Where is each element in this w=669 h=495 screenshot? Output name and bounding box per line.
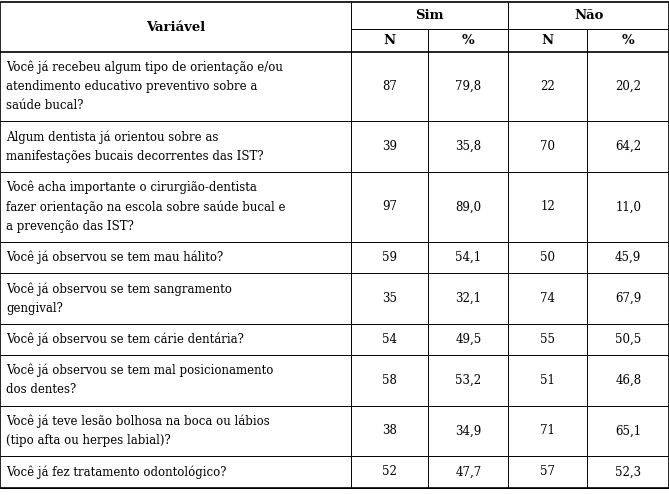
Text: 53,2: 53,2 xyxy=(455,374,482,387)
Text: 54: 54 xyxy=(382,333,397,346)
Text: 54,1: 54,1 xyxy=(455,251,482,264)
Text: 35: 35 xyxy=(382,292,397,305)
Text: manifestações bucais decorrentes das IST?: manifestações bucais decorrentes das IST… xyxy=(6,150,264,163)
Text: 64,2: 64,2 xyxy=(615,140,642,153)
Text: 89,0: 89,0 xyxy=(455,200,482,213)
Text: 51: 51 xyxy=(541,374,555,387)
Text: %: % xyxy=(622,34,635,47)
Text: 52: 52 xyxy=(382,465,397,478)
Text: Algum dentista já orientou sobre as: Algum dentista já orientou sobre as xyxy=(6,130,218,144)
Text: 59: 59 xyxy=(382,251,397,264)
Text: N: N xyxy=(542,34,554,47)
Text: 20,2: 20,2 xyxy=(615,80,641,93)
Text: 65,1: 65,1 xyxy=(615,424,642,438)
Text: a prevenção das IST?: a prevenção das IST? xyxy=(6,220,134,233)
Text: Sim: Sim xyxy=(415,9,444,22)
Text: 97: 97 xyxy=(382,200,397,213)
Text: Variável: Variável xyxy=(146,20,205,34)
Text: fazer orientação na escola sobre saúde bucal e: fazer orientação na escola sobre saúde b… xyxy=(6,200,286,213)
Text: 34,9: 34,9 xyxy=(455,424,482,438)
Text: 39: 39 xyxy=(382,140,397,153)
Text: 49,5: 49,5 xyxy=(455,333,482,346)
Text: %: % xyxy=(462,34,475,47)
Text: 87: 87 xyxy=(382,80,397,93)
Text: gengival?: gengival? xyxy=(6,301,63,314)
Text: 38: 38 xyxy=(382,424,397,438)
Text: Você já observou se tem sangramento: Você já observou se tem sangramento xyxy=(6,282,232,296)
Text: 57: 57 xyxy=(541,465,555,478)
Text: Você acha importante o cirurgião-dentista: Você acha importante o cirurgião-dentist… xyxy=(6,181,257,195)
Text: 46,8: 46,8 xyxy=(615,374,642,387)
Text: 35,8: 35,8 xyxy=(455,140,482,153)
Text: 45,9: 45,9 xyxy=(615,251,642,264)
Text: 55: 55 xyxy=(541,333,555,346)
Text: 79,8: 79,8 xyxy=(455,80,482,93)
Text: Você já observou se tem mau hálito?: Você já observou se tem mau hálito? xyxy=(6,250,223,264)
Text: 71: 71 xyxy=(541,424,555,438)
Text: Você já observou se tem mal posicionamento: Você já observou se tem mal posicionamen… xyxy=(6,364,274,378)
Text: dos dentes?: dos dentes? xyxy=(6,384,76,396)
Text: atendimento educativo preventivo sobre a: atendimento educativo preventivo sobre a xyxy=(6,80,258,93)
Text: N: N xyxy=(383,34,396,47)
Text: 32,1: 32,1 xyxy=(456,292,481,305)
Text: Você já observou se tem cárie dentária?: Você já observou se tem cárie dentária? xyxy=(6,333,244,346)
Text: Você já teve lesão bolhosa na boca ou lábios: Você já teve lesão bolhosa na boca ou lá… xyxy=(6,414,270,428)
Text: 67,9: 67,9 xyxy=(615,292,642,305)
Text: Não: Não xyxy=(574,9,603,22)
Text: 50: 50 xyxy=(541,251,555,264)
Text: 12: 12 xyxy=(541,200,555,213)
Text: 50,5: 50,5 xyxy=(615,333,642,346)
Text: 47,7: 47,7 xyxy=(455,465,482,478)
Text: (tipo afta ou herpes labial)?: (tipo afta ou herpes labial)? xyxy=(6,434,171,447)
Text: 74: 74 xyxy=(541,292,555,305)
Text: saúde bucal?: saúde bucal? xyxy=(6,99,84,112)
Text: 22: 22 xyxy=(541,80,555,93)
Text: 11,0: 11,0 xyxy=(615,200,641,213)
Text: 58: 58 xyxy=(382,374,397,387)
Text: 70: 70 xyxy=(541,140,555,153)
Text: Você já recebeu algum tipo de orientação e/ou: Você já recebeu algum tipo de orientação… xyxy=(6,60,283,74)
Text: Você já fez tratamento odontológico?: Você já fez tratamento odontológico? xyxy=(6,465,227,479)
Text: 52,3: 52,3 xyxy=(615,465,642,478)
